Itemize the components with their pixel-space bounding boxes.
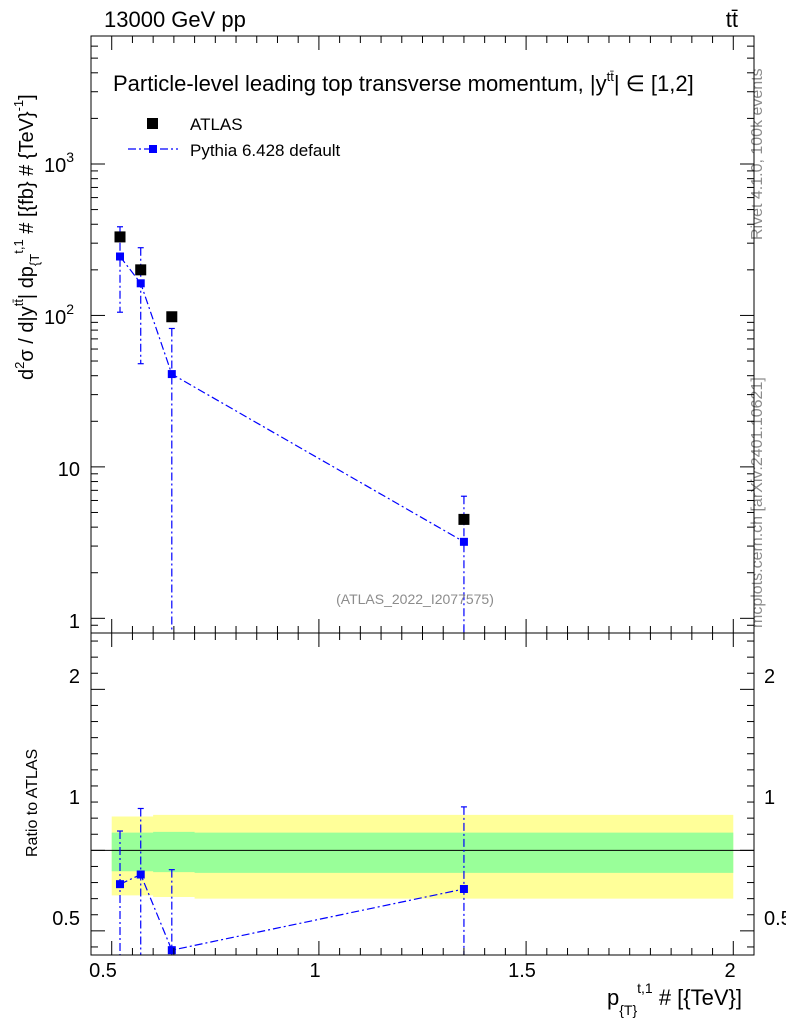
ratio-y-axis-label: Ratio to ATLAS bbox=[24, 749, 41, 857]
y-tick-label-100: 102 bbox=[44, 301, 74, 329]
atlas-data-point bbox=[135, 264, 147, 276]
ratio-y-tick-1-right: 1 bbox=[764, 787, 775, 809]
ratio-y-tick-0.5: 0.5 bbox=[52, 908, 80, 930]
ratio-panel: 0.5 1 2 0.5 1 2 Ratio to ATLAS 0.5 1 1.5… bbox=[24, 632, 786, 1018]
x-tick-label-2: 2 bbox=[724, 960, 735, 982]
ratio-stat-uncertainty-band bbox=[111, 831, 734, 873]
ratio-series-line bbox=[119, 873, 465, 951]
ratio-data-point bbox=[459, 884, 468, 893]
ratio-data-point bbox=[116, 880, 125, 889]
pythia-data-point bbox=[167, 370, 176, 379]
mcplots-label: mcplots.cern.ch [arXiv:2401.10621] bbox=[749, 377, 766, 628]
legend-pythia-label: Pythia 6.428 default bbox=[190, 141, 341, 160]
x-axis-label: p{T}t,1 # [{TeV}] bbox=[607, 980, 742, 1018]
legend-atlas-marker bbox=[147, 118, 158, 129]
ratio-plot-area bbox=[91, 806, 754, 955]
legend-pythia-marker bbox=[149, 145, 157, 153]
process-label: tt̄ bbox=[726, 7, 738, 32]
atlas-data-point bbox=[166, 311, 178, 323]
ratio-data-point bbox=[136, 870, 145, 879]
pythia-series-line bbox=[119, 256, 465, 543]
pythia-data-point bbox=[116, 252, 125, 261]
rivet-label: Rivet 4.1.0, 100k events bbox=[749, 68, 766, 240]
atlas-data-point bbox=[458, 513, 470, 525]
y-tick-label-1000: 103 bbox=[44, 149, 74, 177]
atlas-data-point bbox=[114, 231, 126, 243]
x-tick-label-0.5: 0.5 bbox=[89, 960, 117, 982]
legend: ATLAS Pythia 6.428 default bbox=[128, 115, 341, 160]
main-title: Particle-level leading top transverse mo… bbox=[113, 69, 694, 96]
ratio-data-point bbox=[167, 946, 176, 955]
main-y-axis-label: d2σ / d|ytt̄| dp{Tt,1 # [{fb} # {TeV}-1] bbox=[11, 94, 42, 380]
main-panel: Particle-level leading top transverse mo… bbox=[11, 35, 755, 634]
ratio-y-tick-0.5-right: 0.5 bbox=[764, 908, 786, 930]
x-tick-label-1: 1 bbox=[309, 960, 320, 982]
energy-label: 13000 GeV pp bbox=[104, 7, 246, 32]
main-plot-area bbox=[114, 226, 470, 633]
ratio-y-tick-2: 2 bbox=[69, 666, 80, 688]
ratio-ticks bbox=[90, 633, 755, 955]
y-tick-label-1: 1 bbox=[69, 611, 80, 633]
ratio-frame bbox=[90, 632, 755, 956]
pythia-data-point bbox=[136, 279, 145, 288]
ratio-y-tick-1: 1 bbox=[69, 787, 80, 809]
y-tick-label-10: 10 bbox=[58, 459, 80, 481]
legend-atlas-label: ATLAS bbox=[190, 115, 243, 134]
analysis-watermark: (ATLAS_2022_I2077575) bbox=[336, 591, 494, 607]
ratio-y-tick-2-right: 2 bbox=[764, 666, 775, 688]
x-tick-label-1.5: 1.5 bbox=[508, 960, 536, 982]
main-ticks bbox=[90, 35, 755, 634]
pythia-data-point bbox=[459, 537, 468, 546]
